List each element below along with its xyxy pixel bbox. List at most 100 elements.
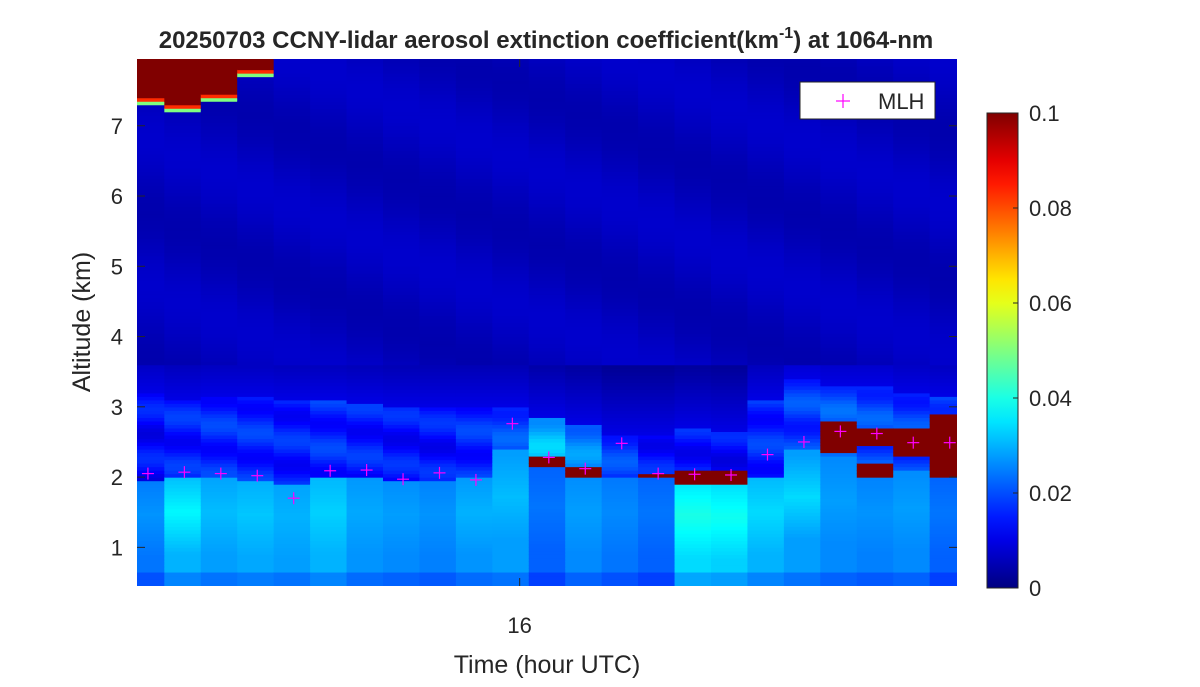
heatmap-cell [528,217,566,222]
heatmap-cell [310,368,348,373]
heatmap-cell [929,484,957,489]
heatmap-cell [929,375,957,380]
heatmap-cell [455,167,493,173]
heatmap-cell [492,427,530,433]
heatmap-cell [346,171,384,176]
heatmap-cell [346,568,384,573]
heatmap-cell [747,294,785,299]
heatmap-cell [273,529,311,534]
heatmap-cell [310,420,348,425]
heatmap-cell [565,322,603,327]
heatmap-cell [383,322,421,327]
heatmap-cell [419,94,457,99]
heatmap-cell [601,62,639,67]
heatmap-cell [893,554,931,559]
heatmap-cell [164,463,202,468]
mlh-point [797,435,810,448]
heatmap-cell [200,111,238,116]
heatmap-cell [820,385,858,390]
heatmap-cell [273,375,311,380]
heatmap-cell [601,354,639,359]
heatmap-cell [674,76,712,81]
heatmap-cell [893,297,931,303]
heatmap-cell [310,252,348,257]
heatmap-cell [820,248,858,253]
heatmap-cell [455,90,493,95]
heatmap-cell [492,487,530,492]
mlh-point [360,464,373,477]
heatmap-cell [711,477,749,482]
heatmap-cell [820,564,858,570]
heatmap-cell [929,508,957,513]
heatmap-cell [711,519,749,524]
heatmap-cell [565,101,603,106]
heatmap-cell [856,174,894,180]
heatmap-cell [455,283,493,288]
heatmap-cell [783,255,821,260]
heatmap-cell [200,550,238,555]
heatmap-cell [601,396,639,401]
heatmap-cell [820,536,858,541]
heatmap-cell [711,554,749,559]
heatmap-cell [893,192,931,197]
heatmap-cell [455,241,493,246]
heatmap-cell [783,561,821,566]
heatmap-cell [137,505,165,510]
heatmap-cell [455,199,493,204]
heatmap-cell [601,382,639,387]
heatmap-cell [492,94,530,99]
heatmap-cell [528,385,566,390]
heatmap-cell [747,329,785,334]
heatmap-cell [383,448,421,454]
heatmap-cell [929,318,957,324]
heatmap-cell [638,557,676,562]
heatmap-cell [783,245,821,250]
heatmap-cell [820,167,858,173]
heatmap-cell [601,459,639,464]
heatmap-cell [200,76,238,81]
heatmap-cell [419,536,457,541]
heatmap-cell [893,361,931,366]
heatmap-cell [601,515,639,520]
heatmap-cell [820,322,858,327]
heatmap-cell [237,252,275,257]
heatmap-cell [164,434,202,440]
heatmap-cell [638,484,676,489]
heatmap-cell [747,269,785,274]
heatmap-cell [273,501,311,506]
heatmap-cell [929,350,957,355]
heatmap-cell [820,276,858,281]
heatmap-cell [674,487,712,492]
heatmap-cell [638,347,676,352]
heatmap-cell [747,153,785,158]
heatmap-cell [601,203,639,208]
heatmap-cell [856,280,894,285]
heatmap-cell [492,129,530,134]
heatmap-cell [200,343,238,348]
heatmap-cell [929,368,957,373]
heatmap-cell [237,318,275,324]
heatmap-cell [310,434,348,440]
heatmap-cell [893,62,931,67]
heatmap-cell [164,90,202,95]
heatmap-cell [455,311,493,317]
heatmap-cell [137,227,165,232]
heatmap-cell [820,62,858,67]
heatmap-cell [783,213,821,218]
heatmap-cell [856,66,894,71]
mlh-point [506,417,519,430]
heatmap-cell [674,473,712,478]
y-tick-label: 5 [111,254,123,279]
heatmap-cell [929,213,957,218]
heatmap-cell [783,557,821,562]
heatmap-cell [383,308,421,313]
heatmap-cell [711,371,749,376]
heatmap-cell [419,231,457,236]
mlh-point [907,436,920,449]
heatmap-cell [674,326,712,331]
heatmap-cell [383,203,421,208]
heatmap-cell [346,94,384,99]
heatmap-cell [273,494,311,499]
heatmap-cell [783,66,821,71]
heatmap-cell [820,463,858,468]
